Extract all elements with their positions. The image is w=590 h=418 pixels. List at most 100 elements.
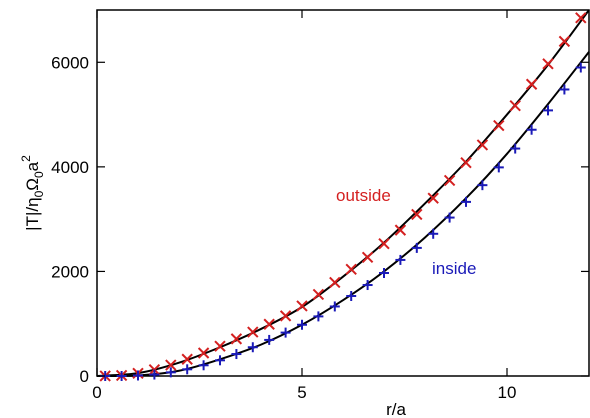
marker-stroke: [214, 340, 226, 352]
outside-point: [493, 119, 505, 132]
inside-point: [346, 291, 357, 302]
outside-point: [279, 310, 292, 322]
outside-point: [394, 224, 407, 236]
marker-stroke: [493, 119, 505, 132]
y-label-sub-1: 0: [32, 190, 46, 197]
marker-stroke: [476, 139, 489, 151]
marker-stroke: [460, 156, 472, 169]
inside-point: [215, 355, 225, 366]
y-tick-label: 6000: [51, 53, 89, 72]
marker-stroke: [411, 208, 423, 221]
outside-point: [361, 251, 374, 264]
inside-point: [313, 311, 324, 322]
outside-point: [197, 347, 210, 359]
data-markers: [99, 12, 587, 382]
y-axis-label: |T|/η0Ω0a2: [19, 155, 46, 231]
outside-point: [214, 340, 226, 352]
outside-point: [263, 318, 275, 330]
marker-stroke: [575, 12, 587, 24]
outside-point: [312, 288, 325, 301]
x-tick-label: 0: [92, 383, 101, 402]
marker-stroke: [263, 318, 275, 330]
y-label-sup: 2: [19, 155, 33, 162]
marker-stroke: [230, 333, 243, 345]
marker-stroke: [296, 300, 308, 312]
outside-point: [443, 174, 456, 187]
annotation-inside: inside: [432, 259, 476, 278]
inside-point: [165, 367, 176, 378]
inside-point: [116, 371, 127, 381]
marker-stroke: [247, 326, 259, 338]
fit-curve-1: [96, 9, 590, 377]
outside-point: [345, 263, 357, 276]
inside-point: [395, 254, 406, 265]
outside-point: [230, 333, 243, 345]
inside-point: [543, 105, 553, 116]
marker-stroke: [279, 310, 292, 322]
y-tick-label: 0: [80, 367, 89, 386]
marker-stroke: [394, 224, 407, 236]
outside-point: [247, 326, 259, 338]
inside-point: [280, 327, 291, 338]
fit-curves: [96, 9, 590, 378]
marker-stroke: [525, 78, 538, 90]
marker-stroke: [509, 99, 521, 112]
outside-point: [525, 78, 538, 90]
outside-point: [575, 12, 587, 24]
inside-point: [231, 349, 242, 360]
marker-stroke: [345, 263, 357, 276]
inside-point: [379, 267, 389, 278]
outside-point: [509, 99, 521, 112]
inside-point: [264, 334, 275, 345]
outside-point: [427, 192, 439, 204]
inside-point: [411, 242, 422, 253]
inside-point: [362, 280, 373, 291]
marker-stroke: [361, 251, 374, 264]
annotation-outside: outside: [336, 186, 391, 205]
x-axis-label: r/a: [386, 400, 406, 418]
marker-stroke: [558, 35, 571, 48]
inside-point: [510, 143, 521, 154]
outside-point: [460, 156, 472, 169]
outside-point: [411, 208, 423, 221]
marker-stroke: [427, 192, 439, 204]
marker-stroke: [165, 359, 177, 371]
inside-point: [297, 319, 307, 330]
y-label-part-2: Ω: [23, 178, 42, 191]
outside-point: [181, 353, 193, 365]
marker-stroke: [443, 174, 456, 187]
inside-point: [133, 370, 143, 381]
outside-point: [329, 276, 341, 289]
y-label-part-1: |T|/η: [23, 197, 42, 230]
marker-stroke: [378, 238, 390, 250]
x-tick-label: 5: [297, 383, 306, 402]
inside-point: [149, 369, 160, 380]
marker-stroke: [312, 288, 325, 301]
outside-point: [378, 238, 390, 250]
y-tick-label: 4000: [51, 158, 89, 177]
outside-point: [542, 58, 554, 70]
outside-point: [476, 139, 489, 151]
plot-area: [96, 9, 590, 377]
y-label-part-3: a: [23, 161, 42, 171]
y-tick-label: 2000: [51, 262, 89, 281]
marker-stroke: [181, 353, 193, 365]
inside-point: [461, 196, 471, 207]
y-label-sub-2: 0: [32, 171, 46, 178]
x-tick-label: 10: [498, 383, 517, 402]
inside-point: [428, 228, 439, 239]
inside-point: [526, 124, 537, 135]
inside-point: [198, 360, 209, 371]
fit-curve-2: [96, 51, 590, 378]
outside-point: [165, 359, 177, 371]
inside-point: [493, 162, 504, 173]
marker-stroke: [197, 347, 210, 359]
inside-point: [444, 212, 455, 223]
inside-point: [329, 301, 340, 312]
inside-point: [182, 364, 193, 375]
inside-point: [575, 62, 586, 73]
inside-point: [247, 342, 258, 353]
inside-point: [559, 84, 570, 95]
marker-stroke: [329, 276, 341, 289]
